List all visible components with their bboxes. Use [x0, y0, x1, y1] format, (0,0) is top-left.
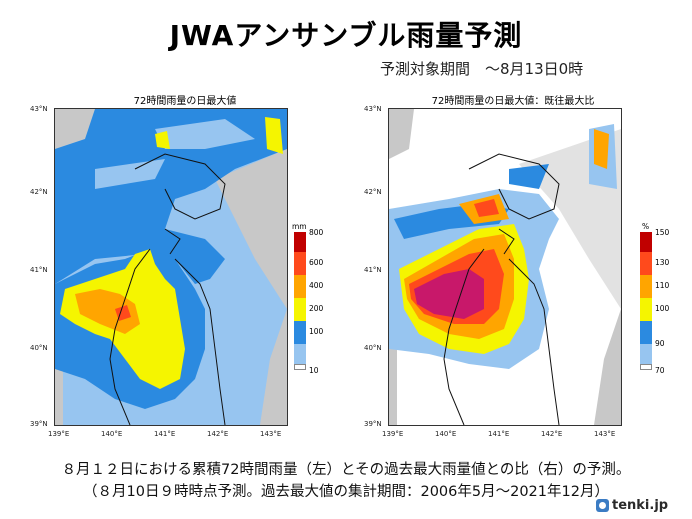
right-magenta-core — [414, 269, 484, 319]
right-cbar-tick-130: 130 — [655, 258, 670, 267]
left-cbar-seg-10 — [294, 344, 306, 364]
right-cbar-seg-90 — [640, 321, 652, 344]
right-red-orange-n — [474, 199, 499, 217]
left-cbar-seg-800 — [294, 232, 306, 252]
left-coastline-strait — [164, 228, 181, 255]
right-coastline-east — [508, 258, 560, 425]
right-land-se — [594, 309, 621, 425]
tenki-logo-text: tenki.jp — [612, 498, 669, 513]
right-map-title: 72時間雨量の日最大値：既往最大比 — [431, 96, 595, 107]
right-cbar-seg-min — [640, 364, 652, 370]
right-lat-42: 42°N — [364, 188, 382, 196]
forecast-period: 予測対象期間 ～8月13日0時 — [380, 60, 584, 78]
left-coastline-west — [109, 248, 151, 425]
left-lat-39: 39°N — [30, 420, 48, 428]
tenki-logo-icon — [596, 499, 609, 512]
right-coastline-hokkaido — [468, 153, 560, 220]
left-lon-142: 142°E — [207, 430, 229, 438]
left-lon-141: 141°E — [154, 430, 176, 438]
left-cbar-tick-600: 600 — [309, 258, 324, 267]
right-coastline-west — [443, 248, 485, 425]
left-cbar-seg-min — [294, 364, 306, 370]
left-map-svg — [55, 109, 287, 425]
caption-line-1: ８月１２日における累積72時間雨量（左）とその過去最大雨量値との比（右）の予測。 — [61, 462, 631, 478]
right-lon-139: 139°E — [382, 430, 404, 438]
left-cbar-seg-400 — [294, 275, 306, 298]
left-cbar-seg-200 — [294, 298, 306, 321]
left-blue-north — [55, 109, 287, 284]
left-cbar-tick-200: 200 — [309, 304, 324, 313]
right-cbar-seg-130 — [640, 252, 652, 275]
right-cbar-seg-110 — [640, 275, 652, 298]
right-lon-140: 140°E — [435, 430, 457, 438]
caption-line-2: （８月10日９時時点予測。過去最大値の集計期間：2006年5月～2021年12月… — [83, 484, 609, 500]
left-yellow-ne — [265, 117, 283, 154]
left-lat-42: 42°N — [30, 188, 48, 196]
right-lon-143: 143°E — [594, 430, 616, 438]
right-coastline-strait — [498, 228, 515, 255]
left-map-title: 72時間雨量の日最大値 — [133, 96, 237, 107]
left-cbar-seg-100 — [294, 321, 306, 344]
right-lon-141: 141°E — [488, 430, 510, 438]
right-orange-ne — [594, 129, 609, 169]
right-cbar-tick-150: 150 — [655, 228, 670, 237]
left-lat-40: 40°N — [30, 344, 48, 352]
left-cbar-seg-600 — [294, 252, 306, 275]
left-lat-41: 41°N — [30, 266, 48, 274]
left-yellow-n — [155, 131, 170, 149]
left-lon-143: 143°E — [260, 430, 282, 438]
right-lat-40: 40°N — [364, 344, 382, 352]
left-cbar-tick-100: 100 — [309, 327, 324, 336]
right-cbar-tick-100: 100 — [655, 304, 670, 313]
right-cbar-tick-70: 70 — [655, 366, 665, 375]
right-cbar-seg-100 — [640, 298, 652, 321]
left-light-streak-2 — [95, 159, 165, 189]
right-colorbar-unit: % — [642, 222, 650, 231]
left-coastline-hokkaido — [134, 153, 226, 220]
left-colorbar-unit: mm — [292, 222, 307, 231]
left-rainfall-map — [54, 108, 288, 426]
right-lon-142: 142°E — [541, 430, 563, 438]
left-light-streak — [155, 119, 255, 149]
right-cbar-seg-150 — [640, 232, 652, 252]
right-ratio-map — [388, 108, 622, 426]
right-lat-41: 41°N — [364, 266, 382, 274]
right-cbar-seg-70 — [640, 344, 652, 364]
left-lon-140: 140°E — [101, 430, 123, 438]
right-colorbar — [640, 232, 652, 370]
right-lat-43: 43°N — [364, 105, 382, 113]
left-cbar-tick-800: 800 — [309, 228, 324, 237]
left-coastline-east — [174, 258, 226, 425]
left-lat-43: 43°N — [30, 105, 48, 113]
right-blue-n — [509, 164, 549, 189]
left-cbar-tick-400: 400 — [309, 281, 324, 290]
right-cbar-tick-90: 90 — [655, 339, 665, 348]
main-title: JWAアンサンブル雨量予測 — [169, 19, 523, 52]
left-cbar-tick-10: 10 — [309, 366, 319, 375]
left-lon-139: 139°E — [48, 430, 70, 438]
right-land-nw — [389, 109, 414, 159]
right-cbar-tick-110: 110 — [655, 281, 670, 290]
right-map-svg — [389, 109, 621, 425]
left-land-east — [215, 149, 287, 309]
left-land-se — [260, 309, 287, 425]
left-colorbar — [294, 232, 306, 370]
tenki-logo: tenki.jp — [596, 498, 668, 513]
left-orange-core — [75, 289, 140, 334]
right-lat-39: 39°N — [364, 420, 382, 428]
